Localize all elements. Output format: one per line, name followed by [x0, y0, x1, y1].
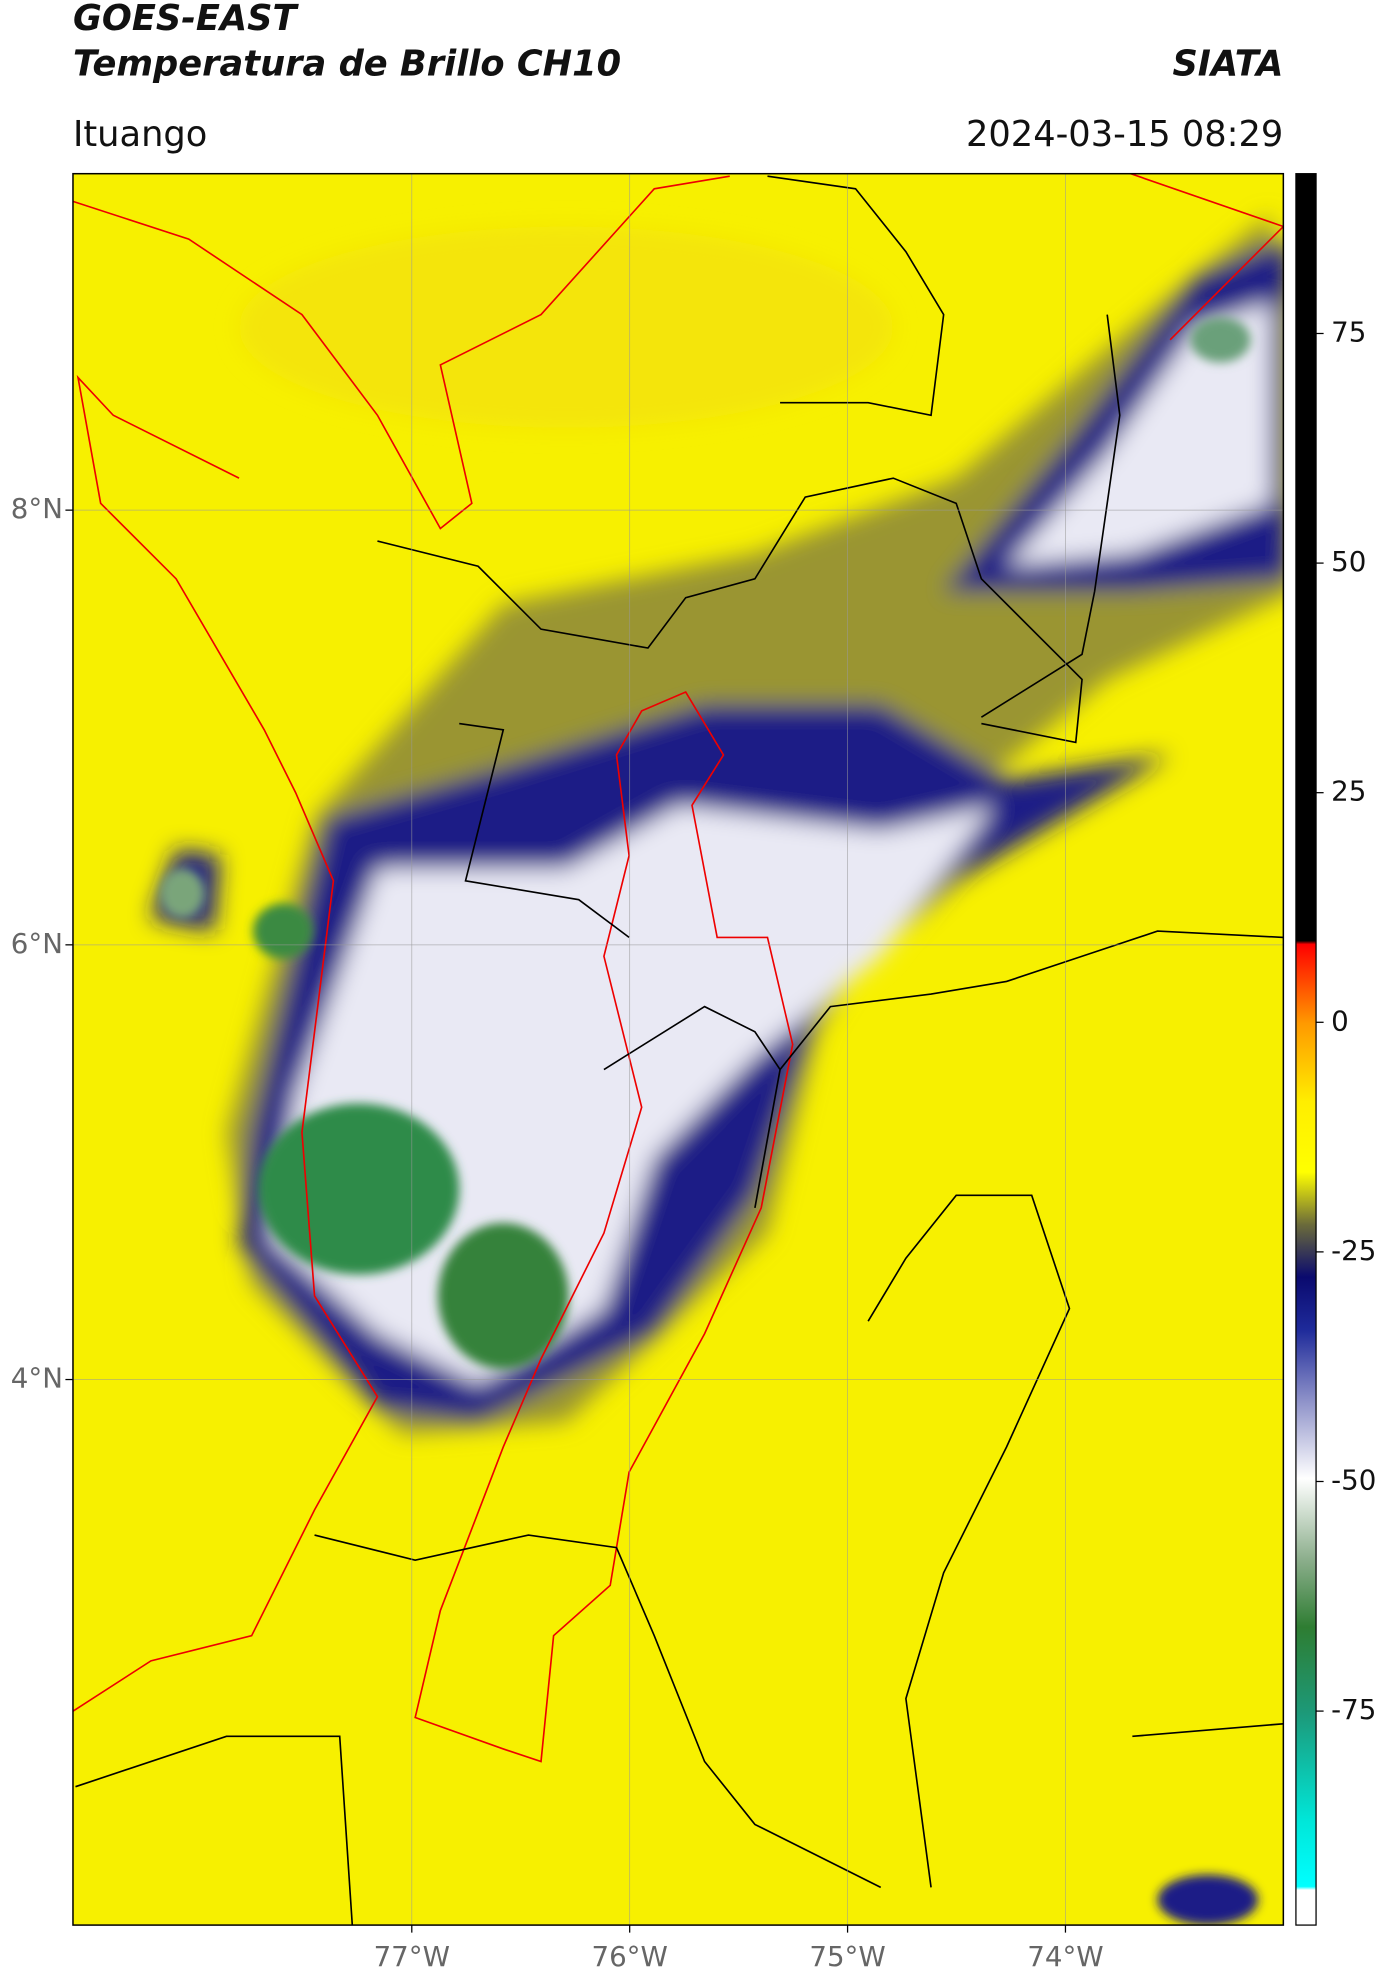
- brand: SIATA: [1172, 43, 1283, 84]
- colorbar-tick-label: 75: [1331, 315, 1366, 348]
- region: Ituango: [73, 114, 207, 155]
- y-tick-label: 8°N: [11, 492, 63, 525]
- y-tick-label: 4°N: [11, 1362, 63, 1395]
- x-tick-label: 76°W: [591, 1940, 667, 1973]
- satellite-image: [72, 173, 1284, 1926]
- title: GOES-EAST: [73, 0, 300, 39]
- colorbar-tick-label: -50: [1331, 1463, 1376, 1496]
- graticule: [72, 173, 1284, 1926]
- timestamp: 2024-03-15 08:29: [966, 114, 1283, 155]
- subtitle: Temperatura de Brillo CH10: [73, 43, 621, 84]
- colorbar-tick-label: 0: [1331, 1004, 1349, 1037]
- x-tick-label: 77°W: [374, 1940, 450, 1973]
- map-frame: [72, 172, 1285, 1926]
- x-tick-label: 75°W: [809, 1940, 885, 1973]
- colorbar-tick-label: -25: [1331, 1234, 1376, 1267]
- y-tick-label: 6°N: [11, 927, 63, 960]
- colorbar: [1295, 173, 1317, 1926]
- colorbar-tick-label: 25: [1331, 775, 1366, 808]
- colorbar-tick-label: 50: [1331, 545, 1366, 578]
- colorbar-tick-label: -75: [1331, 1693, 1376, 1726]
- x-tick-label: 74°W: [1027, 1940, 1103, 1973]
